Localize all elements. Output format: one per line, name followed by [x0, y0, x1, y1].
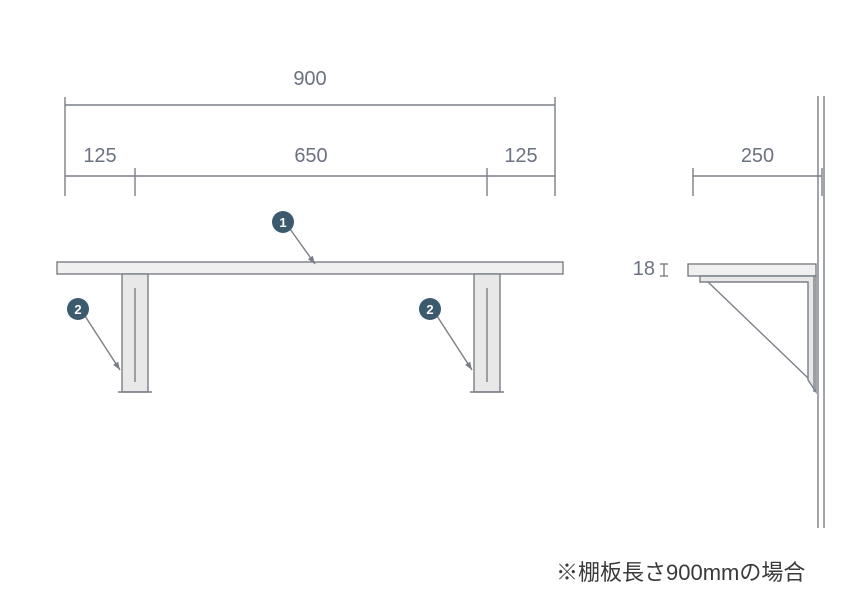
dim-250-label: 250	[693, 145, 822, 168]
callout-2-right: 2	[419, 298, 441, 320]
dim-18-label: 18	[625, 258, 655, 281]
callout-1: 1	[272, 211, 294, 233]
callout-2-left: 2	[67, 298, 89, 320]
dim-900-label: 900	[65, 68, 555, 91]
dim-650-label: 650	[135, 145, 487, 168]
footnote: ※棚板長さ900mmの場合	[556, 555, 805, 587]
dim-125-left-label: 125	[65, 145, 135, 168]
dim-125-right-label: 125	[487, 145, 555, 168]
